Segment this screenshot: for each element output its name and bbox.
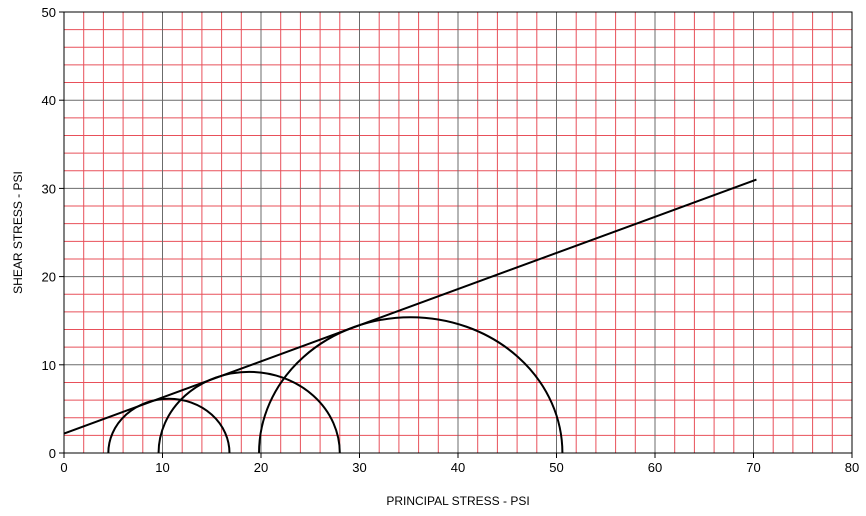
x-tick-label: 10 — [155, 460, 169, 475]
y-tick-label: 50 — [42, 5, 56, 20]
mohr-circle-1 — [107, 397, 231, 454]
y-tick-label: 30 — [42, 181, 56, 196]
x-tick-label: 30 — [352, 460, 366, 475]
x-tick-label: 0 — [60, 460, 67, 475]
mohr-circle-3 — [258, 316, 564, 454]
x-axis-title: PRINCIPAL STRESS - PSI — [386, 494, 529, 508]
series-layer — [63, 178, 757, 454]
x-tick-label: 80 — [845, 460, 859, 475]
x-tick-label: 40 — [451, 460, 465, 475]
x-axis-ticks: 0 10 20 30 40 50 60 70 80 — [60, 453, 859, 475]
y-tick-label: 40 — [42, 93, 56, 108]
plot-frame — [63, 11, 853, 454]
y-tick-label: 20 — [42, 270, 56, 285]
x-tick-label: 70 — [746, 460, 760, 475]
y-axis-ticks: 0 10 20 30 40 50 — [42, 5, 64, 461]
x-tick-label: 50 — [549, 460, 563, 475]
mohr-circle-2 — [157, 370, 341, 454]
failure-envelope-line — [63, 178, 757, 435]
y-tick-label: 0 — [49, 446, 56, 461]
x-tick-label: 60 — [648, 460, 662, 475]
y-tick-label: 10 — [42, 358, 56, 373]
y-axis-title: SHEAR STRESS - PSI — [11, 171, 25, 294]
x-tick-label: 20 — [254, 460, 268, 475]
